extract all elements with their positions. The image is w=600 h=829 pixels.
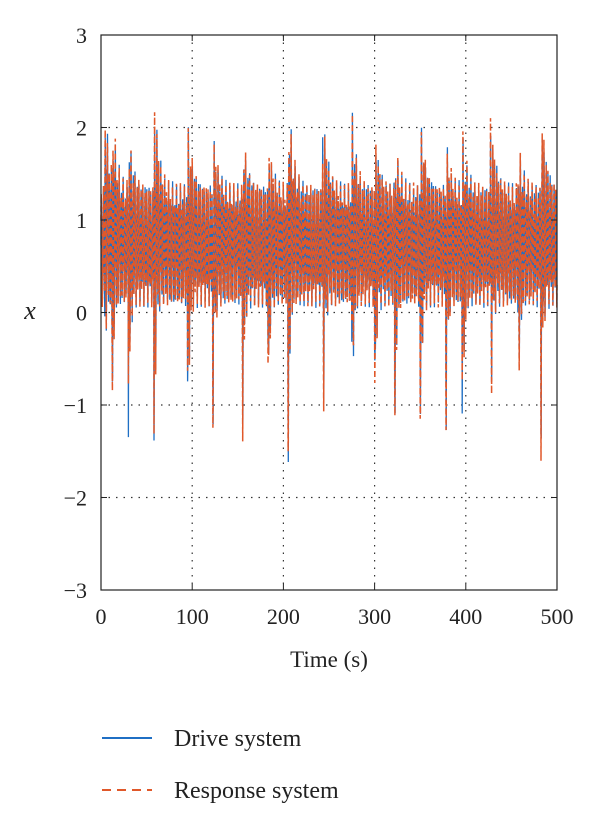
x-axis-ticks: 0 100 200 300 400 500 bbox=[96, 35, 574, 629]
y-tick-label: 3 bbox=[76, 23, 87, 48]
y-tick-label: −1 bbox=[64, 393, 87, 418]
y-tick-label: 2 bbox=[76, 116, 87, 141]
legend-label-drive: Drive system bbox=[174, 726, 302, 752]
response-system-line bbox=[100, 112, 558, 461]
x-tick-label: 0 bbox=[96, 604, 107, 629]
legend: Drive system Response system bbox=[102, 726, 339, 804]
x-tick-label: 300 bbox=[358, 604, 391, 629]
legend-label-response: Response system bbox=[174, 778, 339, 804]
x-tick-label: 100 bbox=[176, 604, 209, 629]
y-axis-label: x bbox=[23, 296, 36, 325]
series-response-system bbox=[100, 112, 558, 461]
x-axis-label: Time (s) bbox=[290, 647, 368, 672]
y-tick-label: −3 bbox=[64, 578, 87, 603]
y-tick-label: 0 bbox=[76, 301, 87, 326]
y-tick-label: 1 bbox=[76, 208, 87, 233]
x-tick-label: 200 bbox=[267, 604, 300, 629]
y-tick-label: −2 bbox=[64, 486, 87, 511]
x-tick-label: 400 bbox=[449, 604, 482, 629]
x-tick-label: 500 bbox=[541, 604, 574, 629]
y-axis-ticks: 3 2 1 0 −1 −2 −3 bbox=[64, 23, 557, 603]
